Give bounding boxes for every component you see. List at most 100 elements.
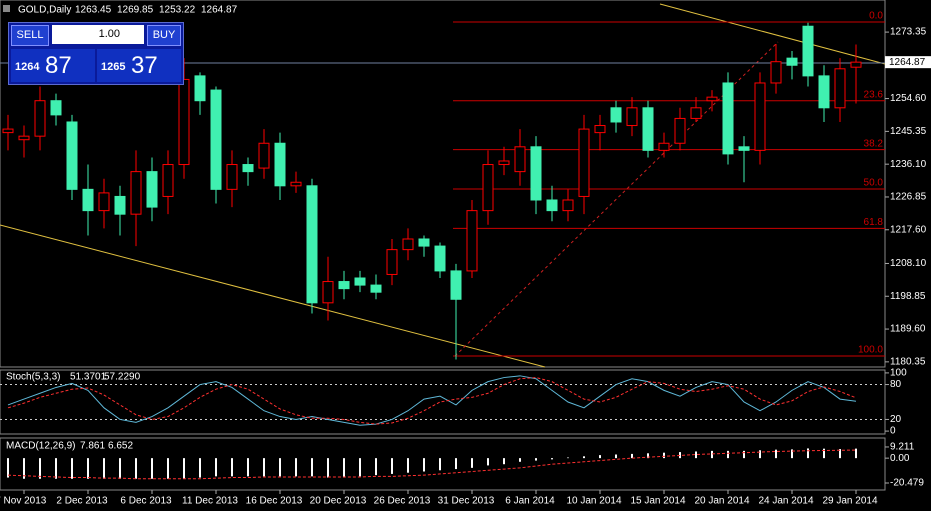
- candle-body: [386, 249, 398, 275]
- candle-body: [450, 270, 462, 300]
- sell-button[interactable]: SELL: [11, 25, 49, 46]
- candle-body: [738, 146, 750, 151]
- y-tick-label: 80: [890, 379, 902, 390]
- candle-body: [642, 107, 654, 151]
- y-tick-label: 1198.85: [890, 291, 926, 302]
- candle-body: [338, 281, 350, 290]
- candle-body: [530, 146, 542, 201]
- x-tick-label: 6 Dec 2013: [120, 496, 172, 507]
- candle-body: [210, 89, 222, 190]
- candle-body: [178, 78, 190, 166]
- trend-line: [0, 224, 546, 368]
- candle-body: [722, 82, 734, 155]
- candle-body: [258, 142, 270, 169]
- fib-label: 50.0: [864, 178, 884, 189]
- x-tick-label: 15 Jan 2014: [630, 496, 685, 507]
- open-value: 1263.45: [75, 5, 112, 16]
- candle-body: [370, 284, 382, 293]
- candle-body: [690, 107, 702, 119]
- candle-body: [146, 171, 158, 208]
- candle-body: [706, 96, 718, 102]
- candle-body: [354, 277, 366, 286]
- candle-body: [850, 61, 862, 68]
- stoch-line: [7, 377, 857, 425]
- y-tick-label: 1236.10: [890, 159, 927, 170]
- y-tick-label: -20.479: [890, 478, 924, 489]
- candle-body: [482, 164, 494, 212]
- macd-value: 7.861: [80, 441, 105, 452]
- candle-body: [802, 25, 814, 77]
- macd-signal-value: 6.652: [108, 441, 133, 452]
- candle-body: [466, 210, 478, 272]
- candle-body: [818, 75, 830, 109]
- low-value: 1253.22: [159, 5, 196, 16]
- fib-label: 38.2: [864, 138, 884, 149]
- y-tick-label: 100: [890, 368, 907, 379]
- stoch-signal-value: 57.2290: [104, 372, 141, 383]
- y-tick-label: 1254.60: [890, 93, 927, 104]
- x-tick-label: 6 Jan 2014: [505, 496, 555, 507]
- x-tick-label: 26 Dec 2013: [374, 496, 431, 507]
- candle-body: [754, 82, 766, 151]
- candle-body: [658, 142, 670, 151]
- candle-body: [594, 125, 606, 134]
- high-value: 1269.85: [117, 5, 154, 16]
- x-tick-label: 20 Jan 2014: [694, 496, 749, 507]
- y-tick-label: 20: [890, 414, 902, 425]
- price-tag: [885, 56, 931, 69]
- candle-body: [498, 160, 510, 166]
- candle-body: [562, 199, 574, 212]
- macd-title: MACD(12,26,9): [6, 441, 75, 452]
- candle-body: [50, 100, 62, 116]
- candle-body: [274, 142, 286, 187]
- fib-label: 100.0: [858, 345, 883, 356]
- buy-button[interactable]: BUY: [147, 25, 181, 46]
- price-tag-label: 1264.87: [889, 57, 926, 68]
- candle-body: [114, 195, 126, 215]
- ask-small: 37: [131, 52, 158, 79]
- y-tick-label: 0: [890, 426, 896, 437]
- x-tick-label: 31 Dec 2013: [438, 496, 495, 507]
- candle-body: [194, 75, 206, 102]
- candle-body: [322, 281, 334, 304]
- chart-title: GOLD,Daily: [18, 5, 71, 16]
- candle-body: [66, 121, 78, 190]
- bid-big: 1264: [15, 61, 40, 73]
- stoch-line: [7, 375, 857, 426]
- x-tick-label: 10 Jan 2014: [566, 496, 621, 507]
- candle-body: [434, 245, 446, 272]
- candle-body: [82, 188, 94, 212]
- x-tick-label: 27 Nov 2013: [0, 496, 47, 507]
- candle-body: [770, 61, 782, 84]
- y-tick-label: 0.00: [890, 453, 910, 464]
- x-tick-label: 20 Dec 2013: [310, 496, 367, 507]
- bid-small: 87: [45, 52, 72, 79]
- y-tick-label: 1245.35: [890, 126, 927, 137]
- bid-box[interactable]: 1264 87: [11, 49, 95, 82]
- candle-body: [546, 199, 558, 212]
- macd-frame: [0, 437, 886, 491]
- candle-body: [98, 192, 110, 212]
- fib-label: 23.6: [864, 89, 884, 100]
- trade-panel: SELL 1.00 BUY 1264 87 1265 37: [8, 22, 184, 85]
- main-frame: [0, 0, 886, 368]
- fib-label: 0.0: [869, 11, 883, 22]
- x-tick-label: 24 Jan 2014: [758, 496, 813, 507]
- ask-box[interactable]: 1265 37: [97, 49, 181, 82]
- y-tick-label: 1226.85: [890, 192, 927, 203]
- lot-input[interactable]: 1.00: [52, 25, 144, 44]
- candle-body: [674, 117, 686, 144]
- y-tick-label: 9.211: [890, 442, 915, 453]
- x-tick-label: 2 Dec 2013: [56, 496, 108, 507]
- candle-body: [242, 164, 254, 173]
- candle-body: [18, 135, 30, 141]
- candle-body: [626, 107, 638, 127]
- candle-body: [786, 57, 798, 66]
- x-tick-label: 29 Jan 2014: [822, 496, 877, 507]
- candle-body: [834, 68, 846, 109]
- y-tick-label: 1189.60: [890, 324, 926, 335]
- y-tick-label: 1208.10: [890, 258, 927, 269]
- signal-line: [7, 449, 857, 480]
- y-tick-label: 1180.35: [890, 356, 926, 367]
